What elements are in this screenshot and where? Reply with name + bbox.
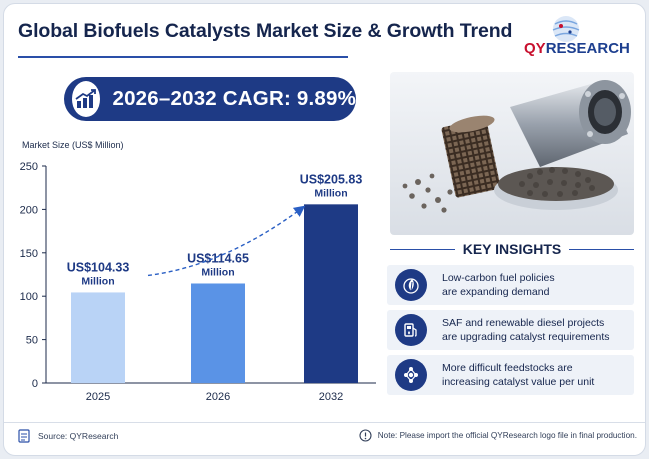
info-icon bbox=[359, 429, 372, 442]
y-tick-label: 50 bbox=[26, 335, 38, 347]
data-label-value: US$114.65 bbox=[187, 251, 249, 265]
footer-divider bbox=[4, 422, 645, 423]
logo-wordmark: QYRESEARCH bbox=[524, 40, 630, 57]
page-title: Global Biofuels Catalysts Market Size & … bbox=[18, 20, 513, 42]
x-tick-label: 2026 bbox=[206, 391, 230, 403]
catalyst-product-photo bbox=[390, 72, 634, 235]
heading-rule-right bbox=[569, 248, 635, 250]
x-tick-label: 2025 bbox=[86, 391, 110, 403]
y-tick-label: 150 bbox=[20, 248, 38, 260]
data-label-unit: Million bbox=[81, 275, 114, 287]
title-underline bbox=[18, 56, 348, 58]
document-icon bbox=[18, 429, 30, 443]
x-tick-label: 2032 bbox=[319, 391, 343, 403]
key-insights-heading: KEY INSIGHTS bbox=[390, 240, 635, 258]
growth-chart-icon bbox=[72, 81, 101, 117]
bar-2025 bbox=[71, 292, 125, 383]
molecule-icon bbox=[395, 359, 427, 391]
data-label-value: US$104.33 bbox=[67, 260, 130, 274]
data-label-unit: Million bbox=[314, 187, 347, 199]
growth-arrow bbox=[147, 205, 306, 277]
market-size-bar-chart: Market Size (US$ Million) 0 50 100 150 200 25… bbox=[20, 140, 376, 403]
infographic-card: Global Biofuels Catalysts Market Size & … bbox=[3, 3, 646, 456]
insight-text: SAF and renewable diesel projects are upg… bbox=[442, 317, 610, 343]
insight-text: More difficult feedstocks are increasing … bbox=[442, 362, 595, 388]
y-tick-label: 0 bbox=[32, 378, 38, 390]
bar-2026 bbox=[191, 283, 245, 383]
note-text: Note: Please import the official QYResea… bbox=[377, 431, 637, 440]
y-axis-label: Market Size (US$ Million) bbox=[22, 140, 124, 150]
fuel-pump-icon bbox=[395, 314, 427, 346]
globe-icon bbox=[552, 16, 580, 42]
insight-item: Low-carbon fuel policies are expanding de… bbox=[387, 265, 634, 305]
leaf-globe-icon bbox=[395, 269, 427, 301]
insight-text: Low-carbon fuel policies are expanding de… bbox=[442, 272, 555, 298]
insight-item: SAF and renewable diesel projects are upg… bbox=[387, 310, 634, 350]
bar-2032 bbox=[304, 204, 358, 383]
data-label-value: US$205.83 bbox=[300, 172, 363, 186]
qyresearch-logo: QYRESEARCH bbox=[524, 14, 634, 72]
footer-source: Source: QYResearch bbox=[18, 429, 118, 443]
footer-note: Note: Please import the official QYResea… bbox=[359, 429, 637, 442]
data-label-unit: Million bbox=[201, 266, 234, 278]
key-insights-title: KEY INSIGHTS bbox=[462, 241, 562, 257]
y-tick-label: 100 bbox=[20, 291, 38, 303]
insight-item: More difficult feedstocks are increasing … bbox=[387, 355, 634, 395]
heading-rule-left bbox=[390, 248, 455, 250]
y-tick-label: 250 bbox=[20, 161, 38, 173]
cagr-badge: 2026–2032 CAGR: 9.89% bbox=[64, 77, 356, 121]
cagr-label: 2026–2032 CAGR: 9.89% bbox=[112, 87, 356, 110]
source-text: Source: QYResearch bbox=[38, 431, 119, 441]
y-tick-label: 200 bbox=[20, 204, 38, 216]
